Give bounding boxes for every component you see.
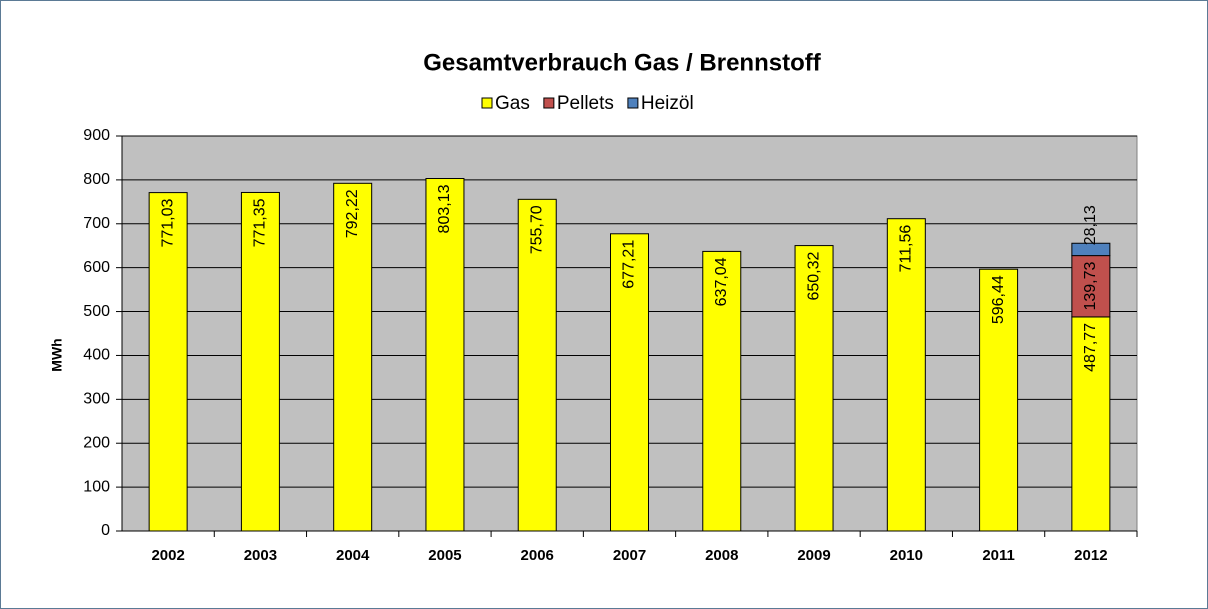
x-tick-label: 2010 bbox=[890, 547, 923, 564]
x-tick-label: 2005 bbox=[428, 547, 461, 564]
value-label: 755,70 bbox=[528, 205, 545, 254]
value-label: 677,21 bbox=[621, 240, 638, 289]
bar-segment bbox=[794, 245, 834, 532]
bar-segment bbox=[1071, 316, 1111, 532]
value-label: 771,03 bbox=[159, 199, 176, 248]
bar-segment bbox=[702, 250, 742, 532]
x-tick-label: 2003 bbox=[244, 547, 277, 564]
legend-label: Pellets bbox=[557, 93, 614, 114]
legend-swatch bbox=[543, 97, 555, 109]
value-label: 487,77 bbox=[1082, 323, 1099, 372]
bar-segment bbox=[240, 191, 280, 532]
bar-segment bbox=[148, 192, 188, 532]
x-tick-label: 2009 bbox=[797, 547, 830, 564]
x-tick-label: 2007 bbox=[613, 547, 646, 564]
y-tick-label: 700 bbox=[83, 215, 110, 232]
x-tick-label: 2002 bbox=[151, 547, 184, 564]
legend-swatch bbox=[481, 97, 493, 109]
chart-title: Gesamtverbrauch Gas / Brennstoff bbox=[423, 49, 821, 76]
y-tick-label: 600 bbox=[83, 259, 110, 276]
bar-segment bbox=[979, 268, 1019, 532]
y-tick-label: 500 bbox=[83, 303, 110, 320]
legend-label: Gas bbox=[495, 93, 530, 114]
y-tick-label: 100 bbox=[83, 478, 110, 495]
bar-segment bbox=[886, 218, 926, 532]
value-label: 139,73 bbox=[1082, 261, 1099, 310]
value-label: 711,56 bbox=[898, 225, 915, 273]
legend-label: Heizöl bbox=[641, 93, 694, 114]
bar-segment bbox=[1071, 255, 1111, 318]
legend-swatch bbox=[627, 97, 639, 109]
x-tick-label: 2004 bbox=[336, 547, 370, 564]
value-label: 650,32 bbox=[805, 251, 822, 300]
y-tick-label: 400 bbox=[83, 347, 110, 364]
x-tick-label: 2006 bbox=[521, 547, 554, 564]
y-tick-label: 300 bbox=[83, 391, 110, 408]
value-label: 771,35 bbox=[252, 198, 269, 247]
x-tick-label: 2011 bbox=[982, 547, 1015, 564]
value-label: 28,13 bbox=[1082, 205, 1099, 245]
x-tick-label: 2012 bbox=[1074, 547, 1107, 564]
bar-segment bbox=[425, 178, 465, 532]
bar-segment bbox=[333, 182, 373, 532]
y-tick-label: 200 bbox=[83, 434, 110, 451]
y-tick-label: 800 bbox=[83, 171, 110, 188]
value-label: 637,04 bbox=[713, 257, 730, 306]
bar-segment bbox=[1071, 242, 1111, 257]
value-label: 803,13 bbox=[436, 184, 453, 233]
x-tick-label: 2008 bbox=[705, 547, 738, 564]
value-label: 596,44 bbox=[990, 275, 1007, 324]
y-tick-label: 900 bbox=[83, 127, 110, 144]
y-axis-label: MWh bbox=[49, 338, 65, 371]
value-label: 792,22 bbox=[344, 189, 361, 238]
y-tick-label: 0 bbox=[101, 522, 110, 539]
bar-segment bbox=[610, 233, 649, 532]
